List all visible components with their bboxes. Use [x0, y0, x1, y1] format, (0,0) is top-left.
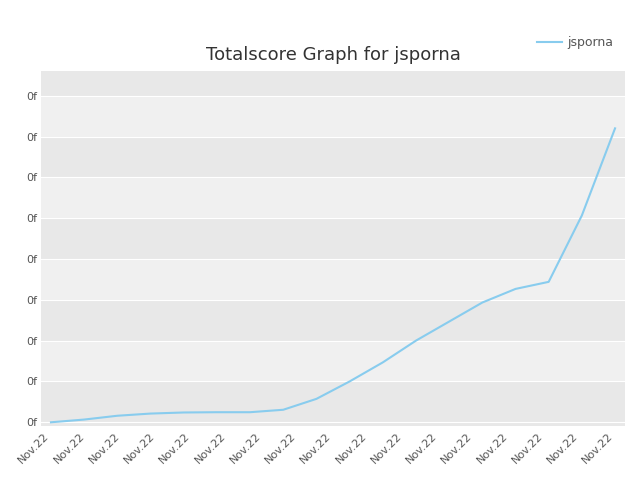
Line: jsporna: jsporna [51, 128, 615, 422]
Bar [41, 259, 625, 300]
jsporna [379, 360, 387, 365]
Bar [41, 382, 625, 422]
jsporna [80, 417, 88, 422]
Bar [41, 75, 625, 96]
jsporna [578, 213, 586, 218]
jsporna [346, 379, 353, 384]
jsporna [180, 409, 188, 415]
Bar [41, 218, 625, 259]
jsporna [511, 286, 519, 292]
Bar [41, 177, 625, 218]
jsporna [280, 407, 287, 413]
jsporna [213, 409, 221, 415]
jsporna [479, 300, 486, 305]
jsporna [545, 279, 552, 285]
Title: Totalscore Graph for jsporna: Totalscore Graph for jsporna [205, 46, 460, 64]
Bar [41, 96, 625, 136]
Bar [41, 300, 625, 341]
jsporna [246, 409, 254, 415]
Bar [41, 341, 625, 382]
jsporna [611, 125, 619, 131]
jsporna [445, 319, 453, 324]
jsporna [312, 396, 320, 402]
jsporna [113, 413, 121, 419]
jsporna [147, 411, 154, 417]
jsporna [412, 338, 420, 344]
Bar [41, 136, 625, 177]
Legend: jsporna: jsporna [531, 31, 619, 54]
jsporna [47, 420, 55, 425]
